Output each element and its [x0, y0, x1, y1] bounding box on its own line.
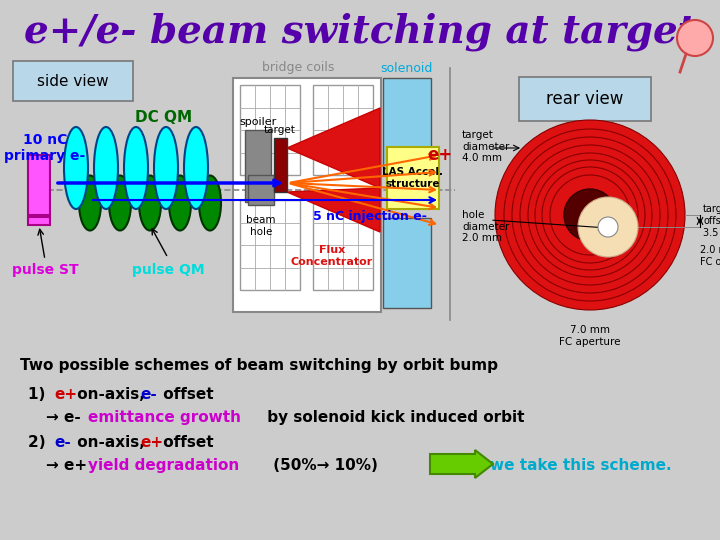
- Text: LAS Accel.
structure: LAS Accel. structure: [382, 167, 444, 189]
- Text: e+: e+: [140, 435, 163, 450]
- Text: spoiler: spoiler: [239, 117, 276, 127]
- Circle shape: [564, 189, 616, 241]
- Text: pulse ST: pulse ST: [12, 263, 78, 277]
- Ellipse shape: [184, 127, 208, 209]
- Text: emittance growth: emittance growth: [88, 410, 241, 425]
- FancyArrow shape: [430, 450, 493, 478]
- Bar: [28, 155, 50, 215]
- Text: DC QM: DC QM: [135, 111, 192, 125]
- Text: target: target: [264, 125, 296, 135]
- Circle shape: [598, 217, 618, 237]
- Text: solenoid: solenoid: [380, 62, 432, 75]
- Text: by solenoid kick induced orbit: by solenoid kick induced orbit: [262, 410, 524, 425]
- Polygon shape: [287, 188, 380, 232]
- Ellipse shape: [79, 176, 101, 231]
- Text: e-: e-: [140, 387, 157, 402]
- Text: yield degradation: yield degradation: [88, 458, 239, 473]
- FancyBboxPatch shape: [519, 77, 651, 121]
- Text: rear view: rear view: [546, 90, 624, 108]
- Ellipse shape: [124, 127, 148, 209]
- Ellipse shape: [139, 176, 161, 231]
- FancyBboxPatch shape: [13, 61, 133, 101]
- Text: hole
diameter
2.0 mm: hole diameter 2.0 mm: [462, 210, 509, 243]
- Text: e+: e+: [428, 146, 453, 164]
- Ellipse shape: [169, 176, 191, 231]
- Text: offset: offset: [158, 435, 214, 450]
- Ellipse shape: [154, 127, 178, 209]
- Text: 1): 1): [28, 387, 50, 402]
- Text: → e+: → e+: [46, 458, 92, 473]
- Text: offset: offset: [158, 387, 214, 402]
- Text: e+: e+: [54, 387, 77, 402]
- Text: 10 nC
primary e-: 10 nC primary e-: [4, 133, 86, 163]
- Bar: [245, 130, 271, 202]
- Text: side view: side view: [37, 73, 109, 89]
- Text: beam
hole: beam hole: [246, 215, 276, 237]
- Bar: [313, 85, 373, 175]
- Text: bridge coils: bridge coils: [262, 62, 334, 75]
- Text: 2): 2): [28, 435, 51, 450]
- Text: target
diameter
4.0 mm: target diameter 4.0 mm: [462, 130, 509, 163]
- Text: on-axis,: on-axis,: [72, 435, 150, 450]
- Bar: [248, 175, 274, 205]
- Bar: [383, 218, 431, 308]
- Bar: [313, 200, 373, 290]
- Text: on-axis,: on-axis,: [72, 387, 150, 402]
- Text: Flux
Concentrator: Flux Concentrator: [291, 245, 373, 267]
- Text: target
offset
3.5 mm: target offset 3.5 mm: [703, 205, 720, 238]
- Text: 5 nC injection e-: 5 nC injection e-: [313, 210, 427, 223]
- Circle shape: [677, 20, 713, 56]
- Text: (50%→ 10%): (50%→ 10%): [268, 458, 378, 473]
- Ellipse shape: [199, 176, 221, 231]
- Bar: [240, 200, 300, 290]
- FancyBboxPatch shape: [387, 147, 439, 209]
- Bar: [28, 217, 50, 225]
- Bar: [383, 78, 431, 168]
- Bar: [240, 85, 300, 175]
- Text: we take this scheme.: we take this scheme.: [490, 458, 672, 473]
- Polygon shape: [287, 108, 380, 188]
- Text: → e-: → e-: [46, 410, 86, 425]
- Ellipse shape: [64, 127, 88, 209]
- Text: 7.0 mm
FC aperture: 7.0 mm FC aperture: [559, 325, 621, 347]
- Circle shape: [578, 197, 638, 257]
- Text: e-: e-: [54, 435, 71, 450]
- Bar: [274, 138, 287, 192]
- Text: pulse QM: pulse QM: [132, 263, 204, 277]
- Text: Two possible schemes of beam switching by orbit bump: Two possible schemes of beam switching b…: [20, 358, 498, 373]
- Ellipse shape: [94, 127, 118, 209]
- Text: e+/e- beam switching at target: e+/e- beam switching at target: [24, 13, 696, 51]
- Ellipse shape: [109, 176, 131, 231]
- Bar: [233, 78, 381, 312]
- Circle shape: [495, 120, 685, 310]
- Text: 2.0 mm
FC offset: 2.0 mm FC offset: [700, 245, 720, 267]
